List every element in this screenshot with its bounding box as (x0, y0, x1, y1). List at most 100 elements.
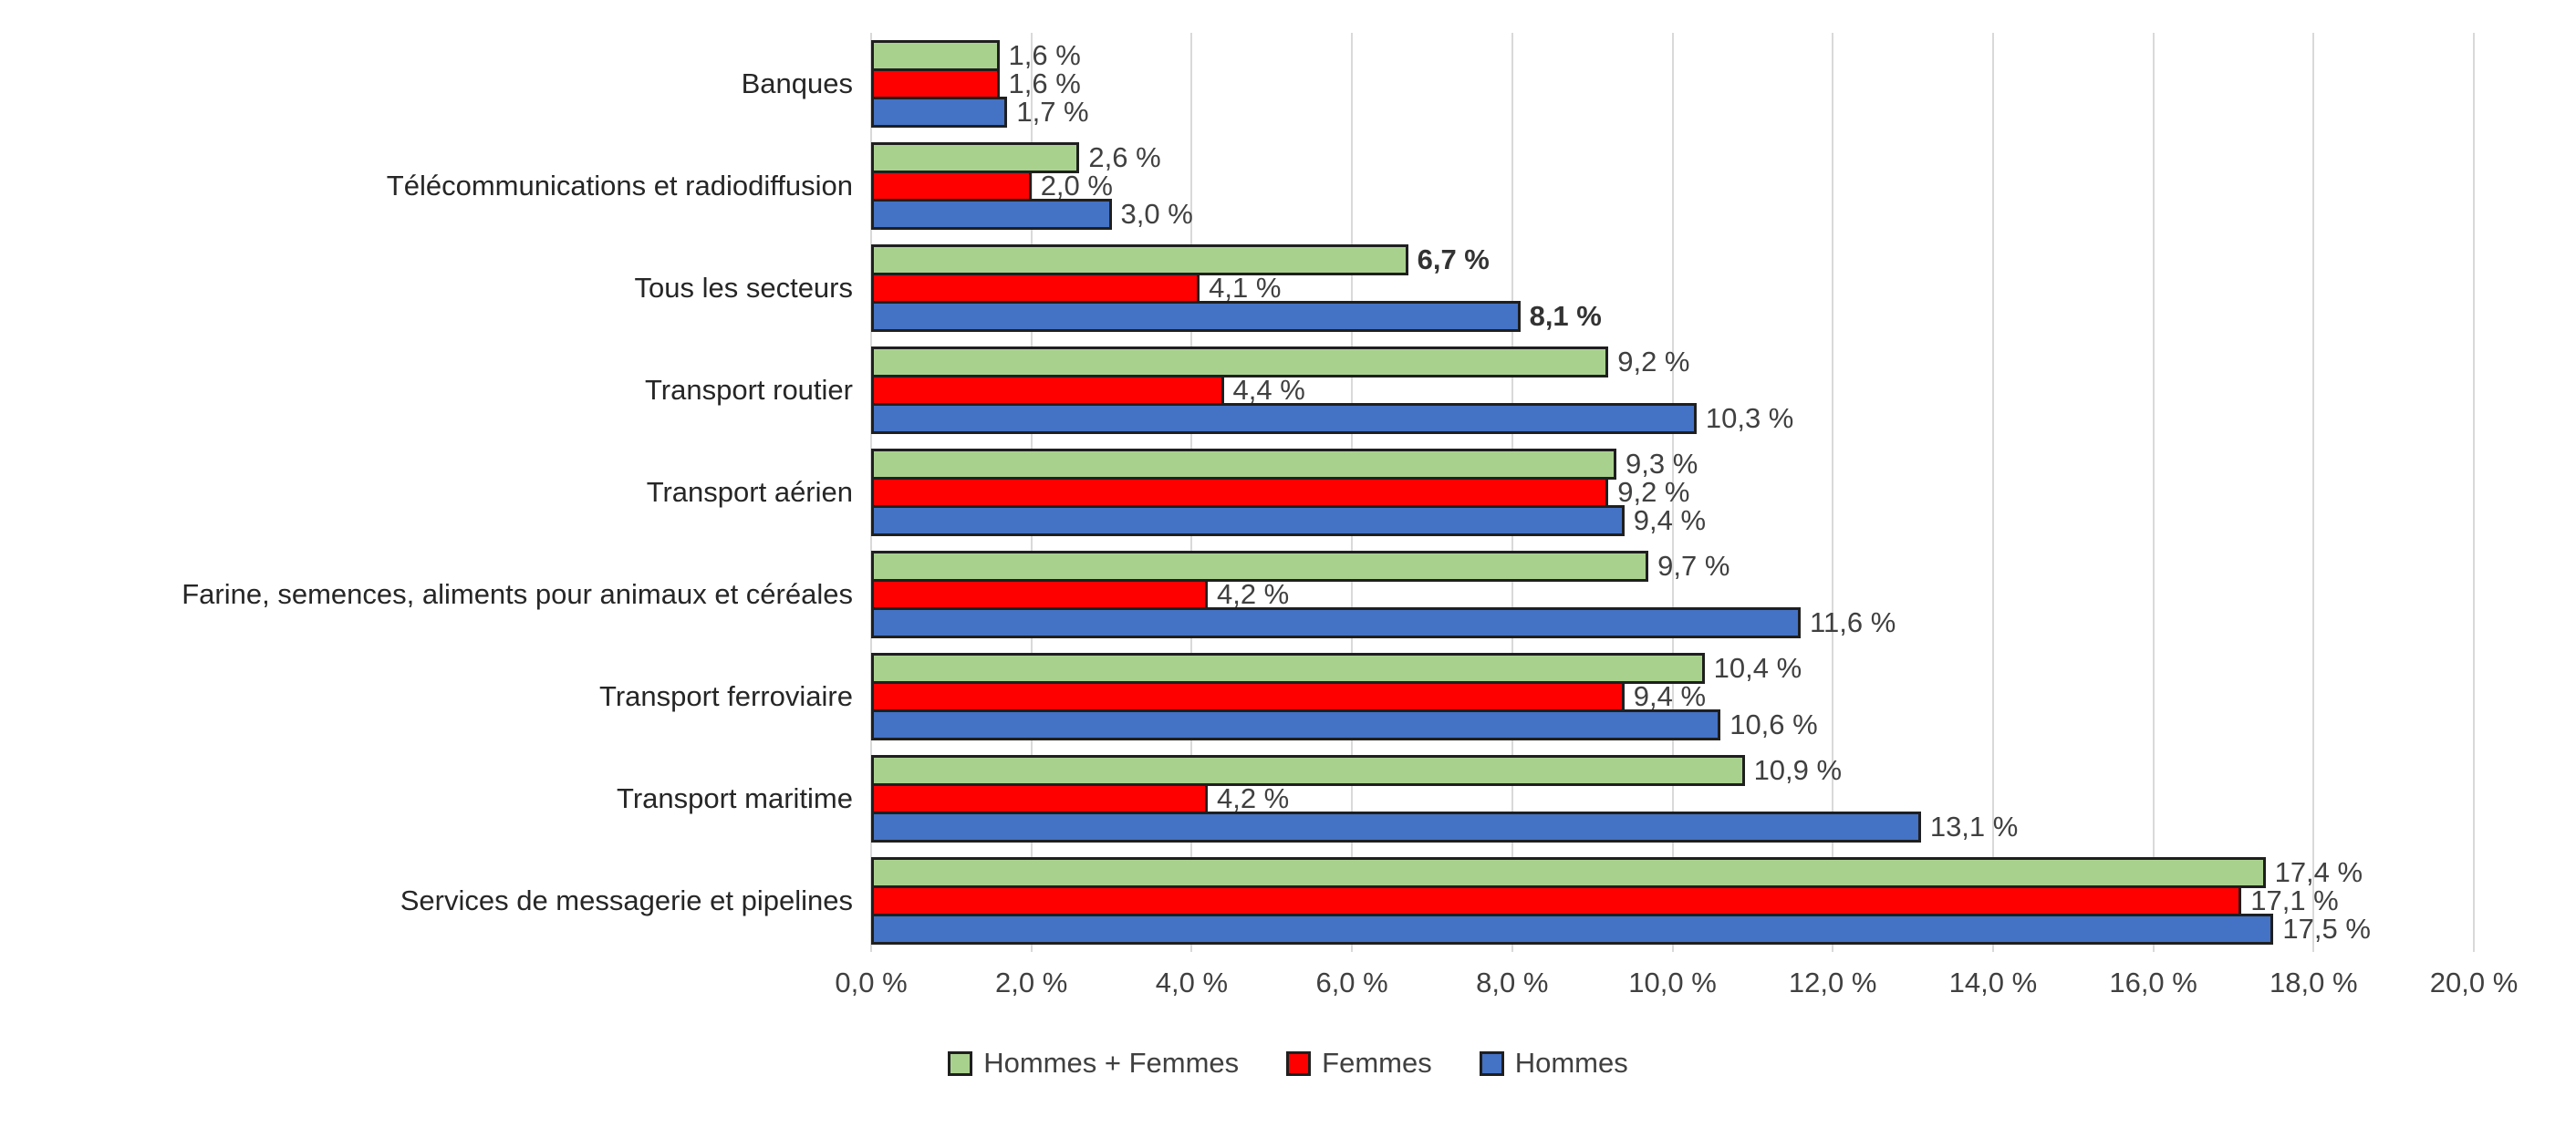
bar-group: 2,6 % 2,0 % 3,0 % (871, 135, 2474, 237)
plot-area: 1,6 % 1,6 % 1,7 % 2,6 % 2,0 % 3,0 % 6,7 % 4,1 %… (870, 33, 2475, 952)
legend-item: Hommes (1479, 1047, 1628, 1080)
bar-value-label: 9,2 % (1617, 476, 1690, 508)
bar-line: 9,4 % (871, 504, 2474, 536)
bar (871, 914, 2274, 945)
category-cell: Transport ferroviaire (0, 646, 871, 748)
category-label: Transport ferroviaire (599, 680, 853, 712)
bar-value-label: 9,3 % (1626, 448, 1698, 480)
legend-swatch (1479, 1050, 1504, 1076)
bar-value-label: 13,1 % (1929, 811, 2019, 843)
bar-line: 6,7 % (871, 243, 2474, 275)
bar (871, 812, 1921, 843)
bar-line: 1,6 % (871, 67, 2474, 99)
bar (871, 579, 1208, 610)
legend-label: Femmes (1322, 1047, 1432, 1079)
bar-line: 2,0 % (871, 170, 2474, 202)
bar-value-label: 10,9 % (1753, 754, 1843, 786)
category-label: Banques (741, 67, 853, 99)
bar (871, 97, 1008, 128)
chart-body: Banques Télécommunications et radiodiffus… (0, 33, 2475, 952)
x-tick-label: 2,0 % (995, 967, 1068, 998)
bar-line: 9,2 % (871, 476, 2474, 508)
bar-group: 17,4 % 17,1 % 17,5 % (871, 850, 2474, 952)
bar-value-label: 9,4 % (1633, 680, 1707, 712)
x-tick-label: 0,0 % (835, 967, 908, 998)
x-axis: 0,0 % 2,0 % 4,0 % 6,0 % 8,0 % 10,0 % 12,0 % 14,… (835, 967, 2518, 1007)
bar (871, 783, 1208, 814)
category-label: Tous les secteurs (634, 272, 854, 304)
bar (871, 681, 1625, 712)
bar-line: 17,4 % (871, 856, 2474, 888)
bar-line: 17,1 % (871, 884, 2474, 916)
bar-rows: 1,6 % 1,6 % 1,7 % 2,6 % 2,0 % 3,0 % 6,7 % 4,1 %… (871, 33, 2474, 952)
category-cell: Télécommunications et radiodiffusion (0, 135, 871, 237)
bar-value-label: 9,7 % (1657, 550, 1730, 582)
bar-value-label: 2,6 % (1088, 141, 1161, 173)
legend-label: Hommes (1514, 1047, 1628, 1079)
legend-swatch (948, 1050, 973, 1076)
bar-value-label: 9,4 % (1633, 504, 1707, 536)
bar (871, 171, 1032, 202)
bar-line: 1,6 % (871, 39, 2474, 71)
x-tick-label: 4,0 % (1155, 967, 1229, 998)
bar-line: 11,6 % (871, 606, 2474, 638)
category-cell: Banques (0, 33, 871, 135)
x-tick-label: 20,0 % (2429, 967, 2519, 998)
bar-line: 10,3 % (871, 402, 2474, 434)
bar-value-label: 17,5 % (2282, 913, 2371, 945)
bar (871, 346, 1609, 377)
bar-value-label: 1,6 % (1008, 67, 1081, 99)
bar-line: 4,4 % (871, 374, 2474, 406)
bar-value-label: 4,2 % (1216, 782, 1290, 814)
category-cell: Services de messagerie et pipelines (0, 850, 871, 952)
bar-line: 9,3 % (871, 448, 2474, 480)
category-cell: Tous les secteurs (0, 237, 871, 339)
bar (871, 477, 1609, 508)
category-label: Services de messagerie et pipelines (400, 884, 853, 916)
legend-label: Hommes + Femmes (983, 1047, 1240, 1079)
gridline (1671, 33, 1674, 952)
category-cell: Transport maritime (0, 748, 871, 850)
bar (871, 301, 1521, 332)
bar (871, 68, 1000, 99)
bar-value-label: 1,7 % (1016, 96, 1089, 128)
bar-value-label: 1,6 % (1008, 39, 1081, 71)
bar-group: 10,9 % 4,2 % 13,1 % (871, 748, 2474, 850)
x-tick-label: 10,0 % (1628, 967, 1717, 998)
bar-value-label: 2,0 % (1040, 170, 1113, 202)
bar-line: 9,2 % (871, 346, 2474, 377)
bar (871, 40, 1000, 71)
bar (871, 244, 1408, 275)
bar-value-label: 6,7 % (1417, 243, 1490, 275)
category-cell: Transport aérien (0, 441, 871, 543)
bar-value-label: 11,6 % (1810, 606, 1896, 638)
x-tick-label: 16,0 % (2109, 967, 2197, 998)
category-cell: Farine, semences, aliments pour animaux … (0, 543, 871, 646)
bar (871, 449, 1616, 480)
bar-value-label: 17,4 % (2274, 856, 2363, 888)
bar (871, 885, 2242, 916)
x-tick-label: 6,0 % (1315, 967, 1388, 998)
gridline (2473, 33, 2475, 952)
bar-value-label: 4,4 % (1232, 374, 1305, 406)
bar-line: 1,7 % (871, 96, 2474, 128)
legend: Hommes + Femmes Femmes Hommes (0, 1047, 2576, 1080)
bar-value-label: 8,1 % (1529, 300, 1602, 332)
x-tick-label: 12,0 % (1788, 967, 1877, 998)
bar-group: 10,4 % 9,4 % 10,6 % (871, 646, 2474, 748)
bar (871, 755, 1745, 786)
category-label: Transport maritime (617, 782, 853, 814)
bar-line: 4,2 % (871, 782, 2474, 814)
bar-value-label: 4,1 % (1209, 272, 1282, 304)
bar (871, 505, 1625, 536)
bar (871, 403, 1697, 434)
bar-line: 10,9 % (871, 754, 2474, 786)
bar (871, 142, 1080, 173)
bar (871, 551, 1649, 582)
bar (871, 199, 1112, 230)
bar-line: 8,1 % (871, 300, 2474, 332)
bar (871, 607, 1802, 638)
bar-group: 9,2 % 4,4 % 10,3 % (871, 339, 2474, 441)
bar-line: 9,4 % (871, 680, 2474, 712)
bar-value-label: 10,3 % (1705, 402, 1794, 434)
